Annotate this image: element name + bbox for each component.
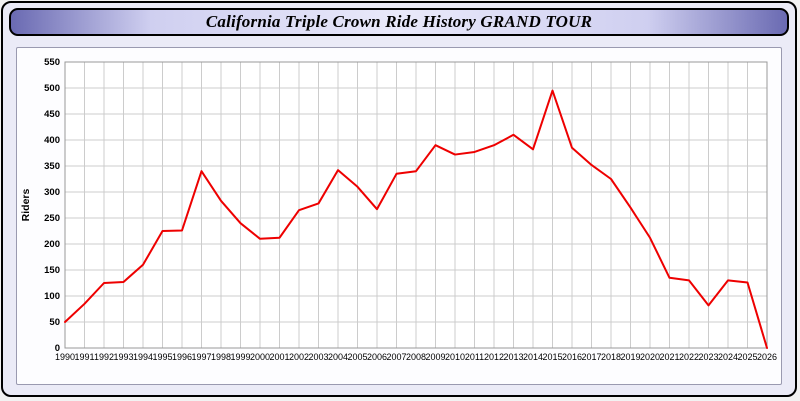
x-tick-label: 2018 [601, 352, 621, 362]
x-tick-label: 2012 [484, 352, 504, 362]
x-tick-label: 1993 [113, 352, 133, 362]
x-tick-label: 2023 [698, 352, 718, 362]
x-tick-label: 2021 [659, 352, 679, 362]
x-tick-label: 1991 [74, 352, 94, 362]
x-tick-label: 2014 [523, 352, 543, 362]
y-tick-label: 350 [44, 161, 60, 172]
x-tick-label: 1992 [94, 352, 114, 362]
x-tick-label: 2006 [367, 352, 387, 362]
x-tick-label: 2026 [757, 352, 777, 362]
x-tick-label: 1997 [191, 352, 211, 362]
x-tick-label: 2011 [465, 352, 484, 362]
x-tick-label: 2008 [406, 352, 426, 362]
x-tick-label: 2005 [347, 352, 367, 362]
x-tick-label: 2004 [328, 352, 348, 362]
y-tick-label: 400 [44, 135, 60, 146]
x-tick-label: 1990 [55, 352, 75, 362]
x-tick-label: 2013 [503, 352, 523, 362]
chart-panel: 0 50 100 150 200 250 300 350 400 450 500 550 1990 199… [16, 47, 782, 385]
x-tick-label: 1994 [133, 352, 153, 362]
x-tick-label: 2016 [562, 352, 582, 362]
x-tick-label: 2022 [679, 352, 699, 362]
x-tick-label: 1999 [230, 352, 250, 362]
y-tick-label: 100 [44, 291, 60, 302]
riders-series-line [64, 89, 768, 349]
x-tick-label: 1995 [152, 352, 172, 362]
x-tick-label: 2019 [620, 352, 640, 362]
y-tick-label: 0 [55, 343, 60, 354]
x-tick-label: 2024 [718, 352, 738, 362]
y-tick-label: 150 [44, 265, 60, 276]
y-tick-label: 500 [44, 83, 60, 94]
x-tick-label: 2007 [386, 352, 406, 362]
x-tick-label: 2020 [640, 352, 660, 362]
y-tick-label: 550 [44, 57, 60, 68]
x-tick-label: 2025 [737, 352, 757, 362]
y-tick-label: 200 [44, 239, 60, 250]
x-tick-label: 2015 [542, 352, 562, 362]
x-tick-label: 2000 [250, 352, 270, 362]
y-tick-label: 250 [44, 213, 60, 224]
x-tick-label: 2002 [289, 352, 309, 362]
x-tick-label: 2003 [308, 352, 328, 362]
y-tick-label: 300 [44, 187, 60, 198]
y-axis-label: Riders [20, 189, 32, 222]
x-tick-label: 2017 [581, 352, 601, 362]
x-tick-label: 2001 [269, 352, 289, 362]
title-bar: California Triple Crown Ride History GRA… [9, 8, 789, 36]
x-tick-label: 2009 [425, 352, 445, 362]
y-tick-label: 450 [44, 109, 60, 120]
x-tick-label: 1998 [211, 352, 231, 362]
x-tick-label: 1996 [172, 352, 192, 362]
y-tick-label: 50 [49, 317, 60, 328]
x-tick-label: 2010 [445, 352, 465, 362]
chart-title: California Triple Crown Ride History GRA… [205, 12, 593, 31]
